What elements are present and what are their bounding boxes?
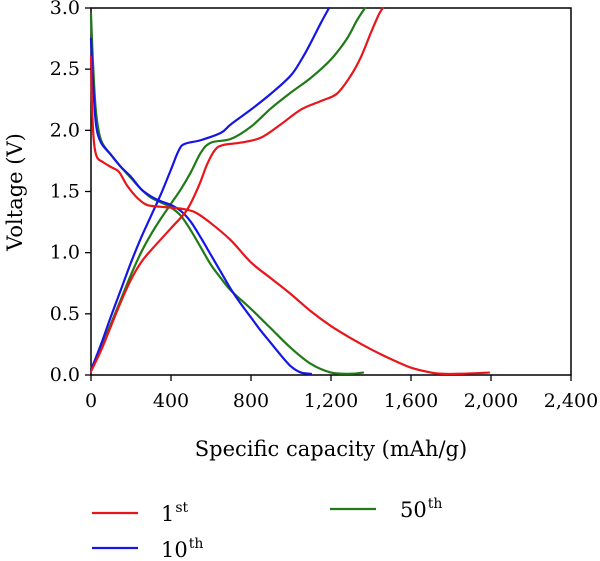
- y-tick-label: 0.5: [50, 303, 80, 325]
- series-10-discharge-line: [89, 37, 313, 375]
- legend-item-10: 10th: [92, 536, 203, 561]
- y-tick-label: 0.0: [50, 364, 80, 386]
- series-50-charge-line: [89, 6, 367, 370]
- legend-item-50: 50th: [330, 496, 442, 522]
- legend-label: 10th: [161, 536, 203, 561]
- x-tick-label: 0: [85, 390, 97, 412]
- x-axis-title: Specific capacity (mAh/g): [195, 437, 467, 461]
- series-10-charge-line: [89, 6, 331, 372]
- x-tick-label: 800: [233, 390, 269, 412]
- y-tick-label: 2.5: [50, 58, 80, 80]
- legend-item-1: 1st: [92, 500, 189, 526]
- x-tick-label: 2,000: [464, 390, 518, 412]
- y-axis-ticks: 0.0 0.5 1.0 1.5 2.0 2.5 3.0: [50, 0, 91, 386]
- y-tick-label: 1.5: [50, 181, 80, 203]
- legend: 1st 10th 50th: [92, 496, 442, 561]
- series-1-discharge-line: [89, 55, 491, 376]
- legend-label: 1st: [161, 500, 189, 526]
- y-tick-label: 1.0: [50, 242, 80, 264]
- legend-label: 50th: [400, 496, 442, 522]
- x-tick-label: 1,600: [384, 390, 438, 412]
- y-tick-label: 3.0: [50, 0, 80, 19]
- series-layer: [89, 6, 491, 376]
- x-axis-ticks: 0 400 800 1,200 1,600 2,000 2,400: [85, 375, 598, 412]
- x-tick-label: 2,400: [544, 390, 598, 412]
- x-tick-label: 400: [153, 390, 189, 412]
- y-tick-label: 2.0: [50, 119, 80, 141]
- series-1-charge-line: [89, 6, 385, 373]
- x-tick-label: 1,200: [304, 390, 358, 412]
- y-axis-title: Voltage (V): [3, 133, 27, 252]
